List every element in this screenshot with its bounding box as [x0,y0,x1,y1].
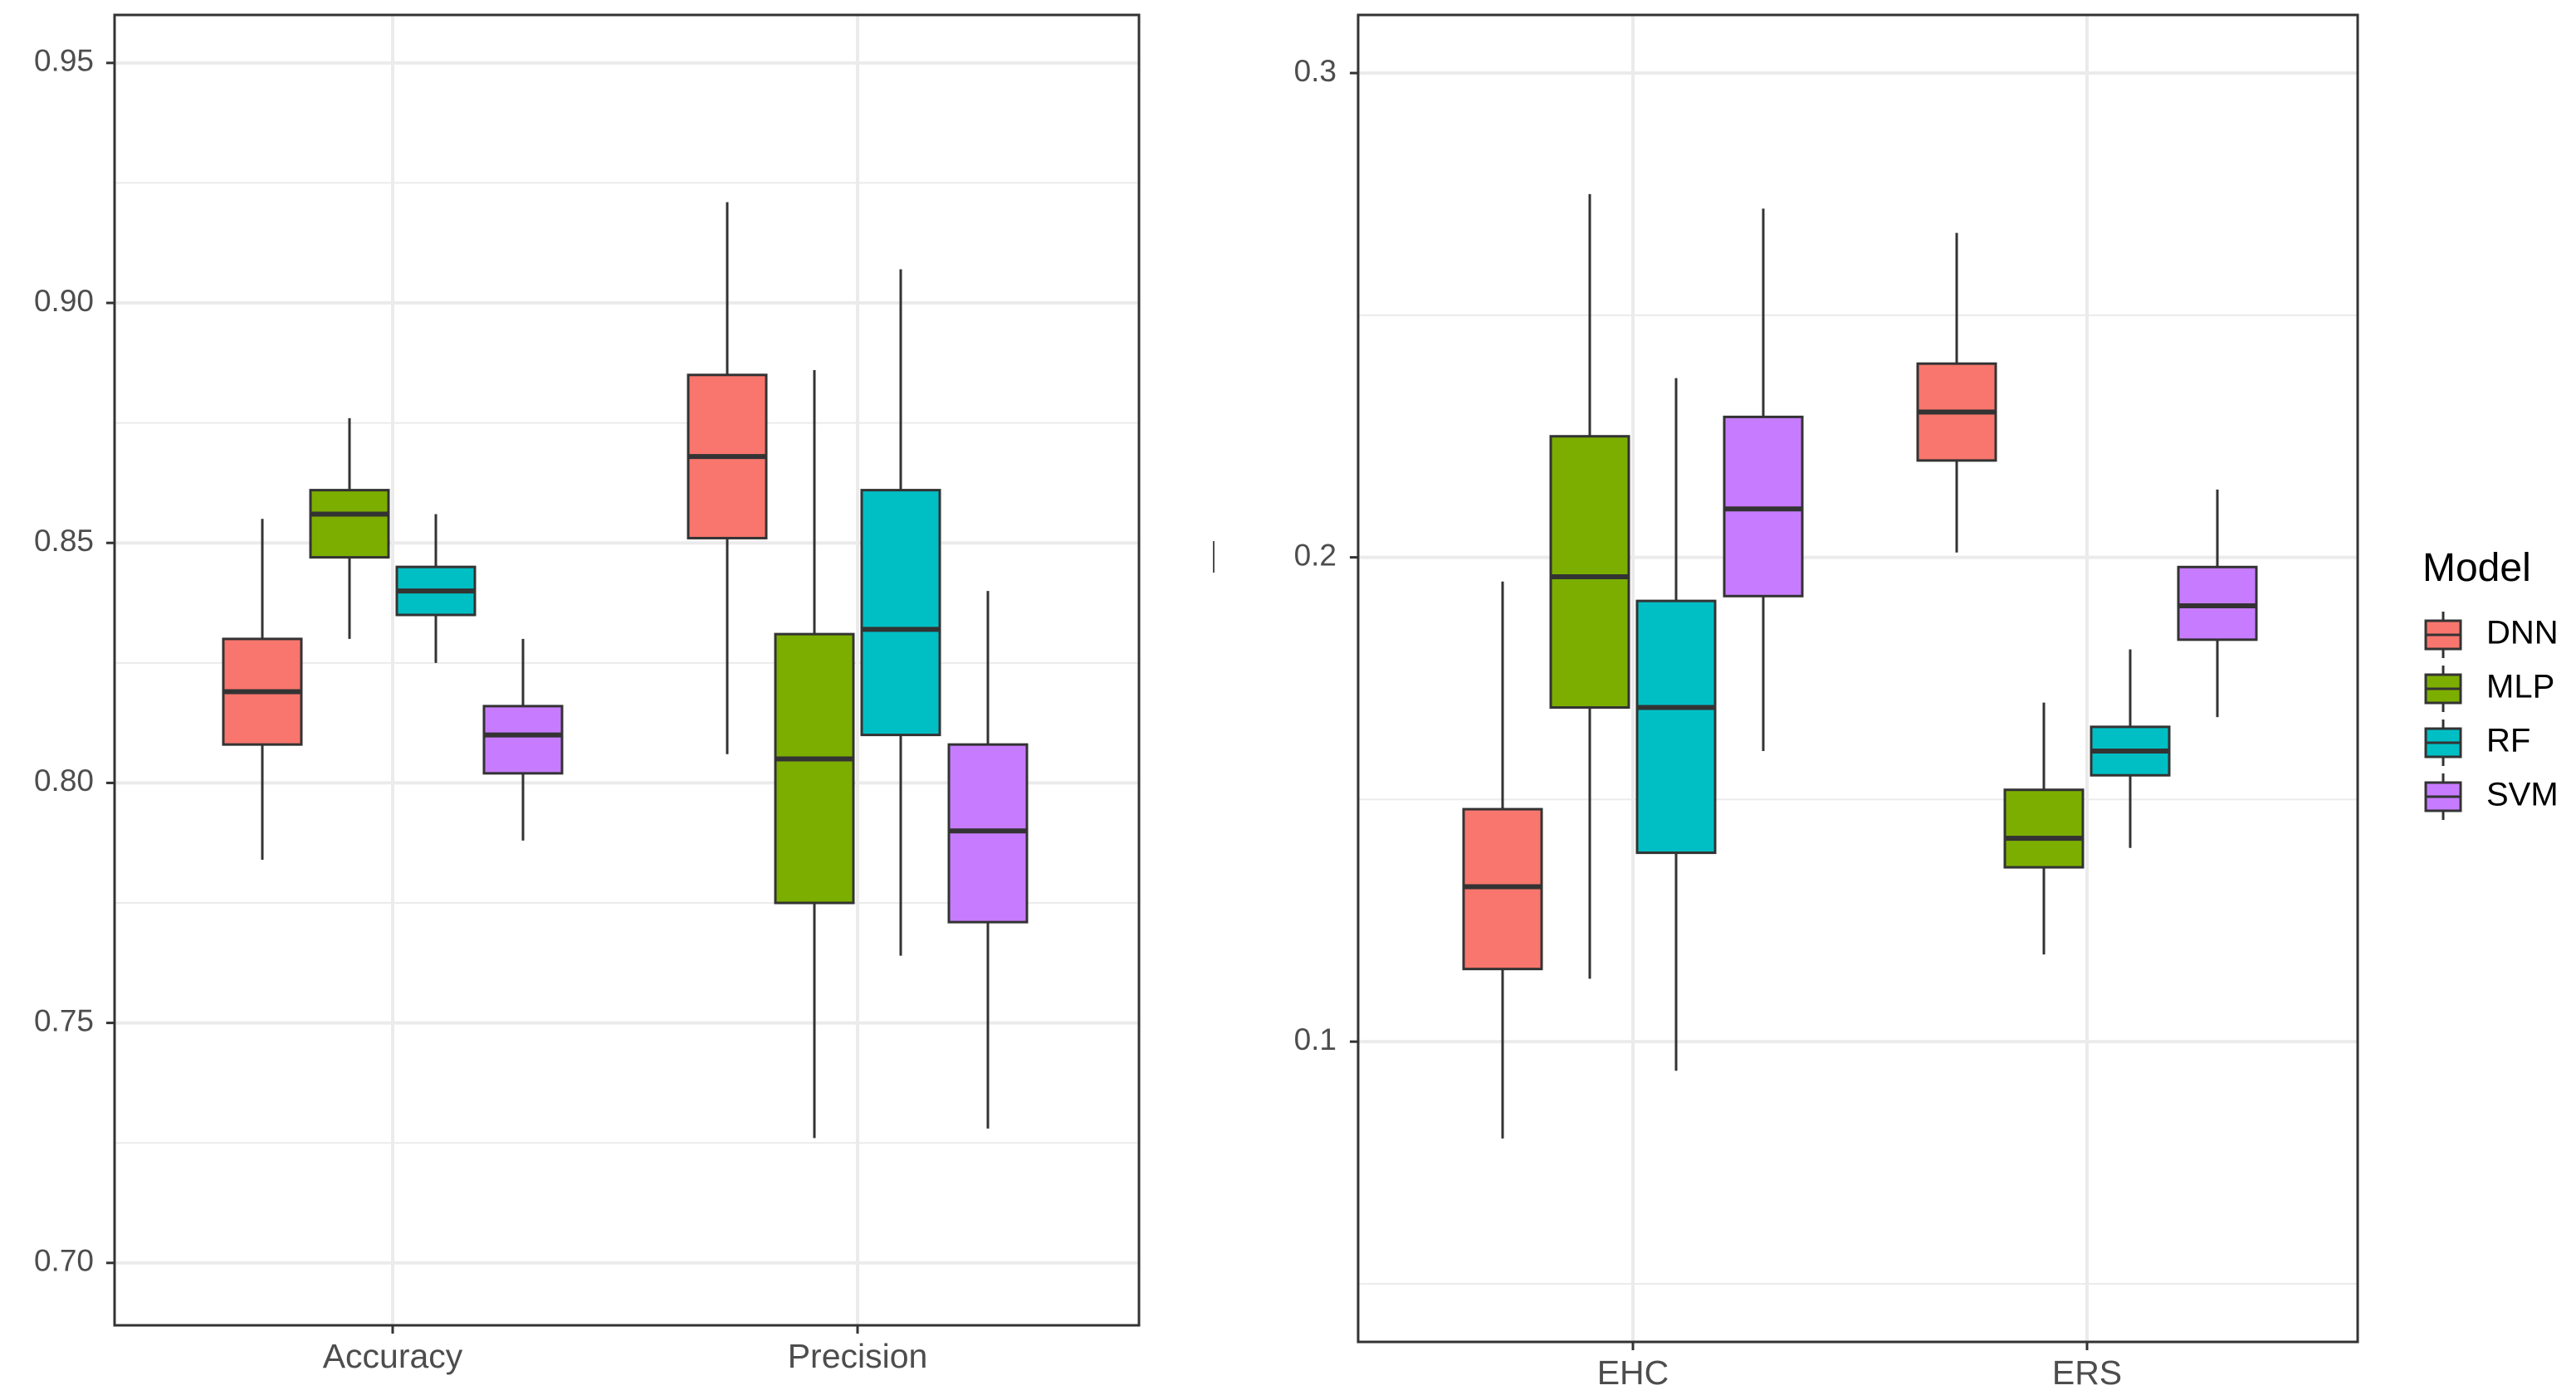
y-tick-label: 0.85 [34,524,94,558]
x-tick-label-precision: Precision [788,1337,928,1375]
y-tick-label: 0.90 [34,284,94,318]
box-rf-ehc [1635,599,1717,855]
box-mlp-ers [2003,788,2085,869]
y-tick-label: 0.1 [1294,1022,1337,1056]
y-tick-label: 0.95 [34,44,94,78]
y-tick-label: 0.3 [1294,54,1337,88]
y-tick-label: 0.70 [34,1244,94,1278]
y-tick-label: 0.80 [34,763,94,798]
x-tick-label-accuracy: Accuracy [323,1337,463,1375]
box-rf-precision [860,489,941,737]
panel-border-right [1356,13,2359,1344]
y-tick-label: 0.2 [1294,538,1337,572]
x-tick-label-ehc: EHC [1597,1354,1669,1392]
x-tick-label-ers: ERS [2052,1354,2122,1392]
legend-label-svm: SVM [2486,777,2559,813]
right-panel: 0.1 0.2 0.3 EHC ERS [1294,13,2359,1392]
box-mlp-ehc [1549,435,1630,710]
legend-label-mlp: MLP [2486,669,2554,705]
legend: Model DNN MLP RF SVM [2422,546,2559,820]
box-mlp-accuracy [309,489,390,559]
legend-title: Model [2422,546,2531,590]
left-panel: 0.70 0.75 0.80 0.85 0.90 0.95 Accuracy Precisio… [34,13,1141,1375]
legend-label-rf: RF [2486,723,2530,759]
box-svm-accuracy [482,705,564,775]
panel-border-left [113,13,1141,1327]
plot-background-right [1358,15,2358,1342]
legend-label-dnn: DNN [2486,615,2559,651]
y-tick-label: 0.75 [34,1003,94,1037]
box-mlp-precision [774,632,855,905]
